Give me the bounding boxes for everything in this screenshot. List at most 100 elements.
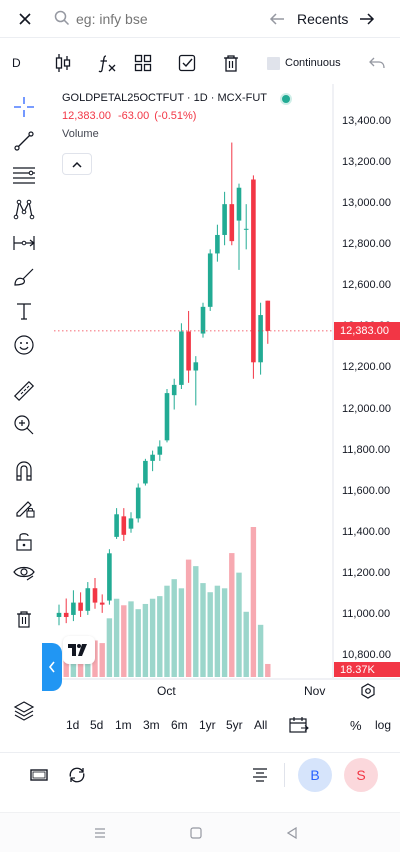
pattern-icon[interactable] xyxy=(6,194,42,224)
trend-line-icon[interactable] xyxy=(6,126,42,156)
symbol-interval: 1D xyxy=(193,92,208,104)
expand-tools-tab[interactable] xyxy=(42,643,62,691)
sell-button[interactable]: S xyxy=(344,758,378,792)
search-icon xyxy=(54,10,70,31)
zoom-in-icon[interactable] xyxy=(6,410,42,440)
log-scale-toggle[interactable]: log xyxy=(375,718,392,732)
volume-bar xyxy=(221,588,228,677)
price-tick-label: 11,200.00 xyxy=(342,566,391,579)
candle xyxy=(215,234,220,254)
chart-toolbar: D Continuous xyxy=(0,44,400,82)
volume-bar xyxy=(207,592,213,677)
chevron-up-icon xyxy=(72,161,82,168)
visibility-icon[interactable] xyxy=(6,558,42,588)
brush-icon[interactable] xyxy=(6,262,42,292)
measure-range-icon[interactable] xyxy=(6,228,42,258)
layout-grid-icon[interactable] xyxy=(132,52,154,74)
time-label-oct: Oct xyxy=(157,684,176,698)
timeframe-5yr[interactable]: 5yr xyxy=(226,718,243,732)
symbol-exchange: MCX-FUT xyxy=(217,92,268,104)
price-tick-label: 13,000.00 xyxy=(342,197,391,210)
date-range-icon[interactable] xyxy=(288,714,310,736)
timeframe-3m[interactable]: 3m xyxy=(143,718,160,732)
collapse-legend-button[interactable] xyxy=(62,153,92,175)
price-tick-label: 11,000.00 xyxy=(342,607,391,620)
fib-lines-icon[interactable] xyxy=(6,160,42,190)
candle xyxy=(229,204,235,242)
crosshair-icon[interactable] xyxy=(6,92,42,122)
lock-drawing-icon[interactable] xyxy=(6,492,42,522)
buy-button[interactable]: B xyxy=(298,758,332,792)
remove-drawings-icon[interactable] xyxy=(6,604,42,634)
forward-arrow-icon[interactable] xyxy=(356,8,378,30)
recent-apps-icon[interactable] xyxy=(92,825,108,841)
price-tick-label: 11,600.00 xyxy=(342,484,391,497)
volume-bar xyxy=(171,579,177,677)
recents-label[interactable]: Recents xyxy=(297,11,349,27)
candle xyxy=(258,315,263,363)
order-book-icon[interactable] xyxy=(249,764,271,786)
candle xyxy=(63,612,69,617)
volume-bar xyxy=(250,527,257,677)
volume-bar xyxy=(185,559,192,677)
candles xyxy=(56,142,271,626)
search-input[interactable] xyxy=(76,8,246,30)
back-icon[interactable] xyxy=(284,825,300,841)
timeframe-all[interactable]: All xyxy=(254,718,268,732)
emoji-icon[interactable] xyxy=(6,330,42,360)
chart-settings-icon[interactable] xyxy=(358,681,378,701)
price-tick-label: 11,800.00 xyxy=(342,443,391,456)
volume-bar xyxy=(106,618,113,677)
timeframe-1d[interactable]: 1d xyxy=(66,718,80,732)
candle xyxy=(236,187,242,221)
price-change-percent: (-0.51%) xyxy=(154,110,197,122)
interval-button[interactable]: D xyxy=(12,56,21,70)
fullscreen-icon[interactable] xyxy=(28,765,50,785)
checkbox-edit-icon[interactable] xyxy=(176,52,198,74)
ruler-icon[interactable] xyxy=(6,376,42,406)
trash-icon[interactable] xyxy=(220,52,242,74)
timeframe-1yr[interactable]: 1yr xyxy=(199,718,216,732)
volume-bar xyxy=(113,598,120,677)
price-tick-label: 12,000.00 xyxy=(342,402,391,415)
indicators-icon[interactable] xyxy=(96,52,118,74)
volume-bar xyxy=(193,566,199,677)
candle xyxy=(164,393,170,441)
candle xyxy=(222,204,227,235)
undo-icon[interactable] xyxy=(366,52,388,74)
market-status-dot xyxy=(280,93,292,105)
timeframe-5d[interactable]: 5d xyxy=(90,718,104,732)
price-chart[interactable] xyxy=(0,84,400,704)
price-tick-label: 12,600.00 xyxy=(342,279,391,292)
system-nav-bar xyxy=(0,812,400,852)
candle xyxy=(85,588,91,611)
candle xyxy=(121,516,127,535)
timeframe-1m[interactable]: 1m xyxy=(115,718,132,732)
timeframe-6m[interactable]: 6m xyxy=(171,718,188,732)
symbol-name[interactable]: GOLDPETAL25OCTFUT xyxy=(62,92,184,104)
volume-bar xyxy=(214,585,221,677)
price-change: -63.00 xyxy=(118,110,150,122)
continuous-checkbox[interactable] xyxy=(267,57,280,70)
back-arrow-icon[interactable] xyxy=(266,8,288,30)
close-icon[interactable] xyxy=(12,7,38,31)
candles-icon[interactable] xyxy=(52,52,74,74)
lock-icon[interactable] xyxy=(6,526,42,556)
quote-line: 12,383.00 -63.00 (-0.51%) xyxy=(62,110,267,122)
text-tool-icon[interactable] xyxy=(6,296,42,326)
percent-scale-toggle[interactable]: % xyxy=(350,718,362,733)
refresh-icon[interactable] xyxy=(66,764,88,786)
volume-bar xyxy=(135,609,141,677)
candle xyxy=(186,331,191,371)
layers-icon[interactable] xyxy=(6,696,42,726)
home-icon[interactable] xyxy=(188,825,204,841)
candle xyxy=(265,300,271,331)
candle xyxy=(114,514,119,537)
timeframe-bar: 1d 5d 1m 3m 6m 1yr 5yr All % log xyxy=(0,714,400,738)
price-axis[interactable]: 13,400.00 13,200.00 13,000.00 12,800.00 12,6… xyxy=(342,84,400,684)
candle xyxy=(143,460,148,484)
search-bar: Recents xyxy=(0,0,400,38)
price-tick-label: 13,200.00 xyxy=(342,156,391,169)
magnet-icon[interactable] xyxy=(6,456,42,486)
chart-legend: GOLDPETAL25OCTFUT · 1D · MCX-FUT 12,383.… xyxy=(62,92,267,140)
